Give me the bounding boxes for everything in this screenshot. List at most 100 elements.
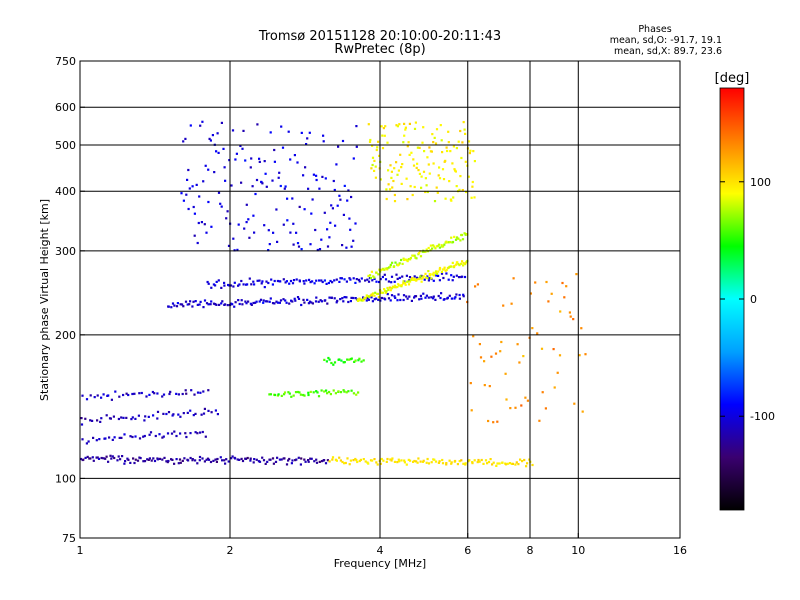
data-point xyxy=(320,300,323,303)
data-point xyxy=(406,198,409,201)
data-point xyxy=(151,390,154,394)
data-point xyxy=(428,274,432,277)
data-point xyxy=(460,459,463,462)
data-point xyxy=(318,279,321,282)
x-tick-label: 4 xyxy=(377,544,384,557)
data-point xyxy=(394,296,397,299)
data-point xyxy=(416,146,419,149)
data-point xyxy=(381,134,384,137)
data-point xyxy=(215,280,218,283)
data-point xyxy=(518,361,521,364)
data-point xyxy=(197,221,200,225)
data-point xyxy=(435,274,438,277)
data-point xyxy=(386,267,389,270)
chart-subtitle: RwPretec (8p) xyxy=(334,42,425,57)
data-point xyxy=(223,281,226,284)
data-point xyxy=(291,459,294,462)
data-point xyxy=(129,435,132,438)
data-point xyxy=(375,271,378,274)
data-point xyxy=(353,360,356,363)
data-point xyxy=(248,277,251,280)
data-point xyxy=(152,414,155,417)
data-point xyxy=(138,456,141,459)
data-point xyxy=(447,130,450,133)
data-point xyxy=(367,274,370,277)
data-point xyxy=(211,134,214,137)
data-point xyxy=(401,163,404,166)
data-point xyxy=(455,185,458,188)
data-point xyxy=(192,414,195,417)
data-point xyxy=(384,125,387,128)
data-point xyxy=(402,280,405,283)
data-point xyxy=(184,137,187,140)
data-point xyxy=(413,277,416,280)
data-point xyxy=(476,283,479,286)
x-axis-label: Frequency [MHz] xyxy=(334,557,426,570)
data-point xyxy=(220,302,223,305)
data-point xyxy=(508,462,512,465)
data-point xyxy=(462,262,465,265)
data-point xyxy=(422,292,425,295)
data-point xyxy=(420,175,423,178)
data-point xyxy=(405,274,408,277)
data-point xyxy=(393,167,396,170)
data-point xyxy=(287,391,290,394)
data-point xyxy=(282,223,285,226)
data-point xyxy=(341,244,344,247)
data-point xyxy=(282,298,285,301)
data-point xyxy=(249,459,252,462)
data-point xyxy=(258,160,261,163)
data-point xyxy=(491,463,494,466)
data-point xyxy=(393,265,396,268)
data-point xyxy=(136,459,140,462)
data-point xyxy=(307,187,310,190)
data-point xyxy=(382,127,385,130)
data-point xyxy=(313,460,316,463)
data-point xyxy=(455,293,458,296)
data-point xyxy=(309,281,312,284)
data-point xyxy=(324,177,327,180)
data-point xyxy=(390,294,394,297)
data-point xyxy=(445,146,448,149)
data-point xyxy=(440,272,444,275)
data-point xyxy=(498,462,501,465)
data-point xyxy=(316,248,319,252)
data-point xyxy=(438,246,441,249)
data-point xyxy=(179,303,182,306)
data-point xyxy=(269,297,272,300)
data-point xyxy=(194,431,197,434)
data-point xyxy=(329,221,332,224)
data-point xyxy=(250,283,253,286)
data-point xyxy=(337,390,340,393)
data-point xyxy=(309,390,312,393)
data-point xyxy=(415,278,418,281)
data-point xyxy=(93,396,96,399)
data-point xyxy=(288,282,291,285)
data-point xyxy=(330,361,333,365)
data-point xyxy=(347,390,350,393)
data-point xyxy=(561,281,564,285)
data-point xyxy=(261,280,264,283)
data-point xyxy=(454,296,457,299)
data-point xyxy=(140,391,143,395)
data-point xyxy=(438,166,441,169)
data-point xyxy=(324,299,327,302)
data-point xyxy=(432,274,435,277)
data-point xyxy=(202,306,205,309)
data-point xyxy=(450,274,453,277)
data-point xyxy=(256,279,259,282)
data-point xyxy=(450,236,453,239)
data-point xyxy=(240,181,243,184)
data-point xyxy=(469,382,472,385)
data-point xyxy=(429,244,432,247)
data-point xyxy=(389,458,392,461)
data-point xyxy=(326,459,329,462)
data-point xyxy=(458,264,461,267)
data-point xyxy=(413,278,417,282)
data-point xyxy=(408,295,411,298)
data-point xyxy=(104,437,107,440)
data-point xyxy=(315,458,318,461)
data-point xyxy=(403,282,407,285)
data-point xyxy=(350,389,353,392)
data-point xyxy=(407,458,410,461)
